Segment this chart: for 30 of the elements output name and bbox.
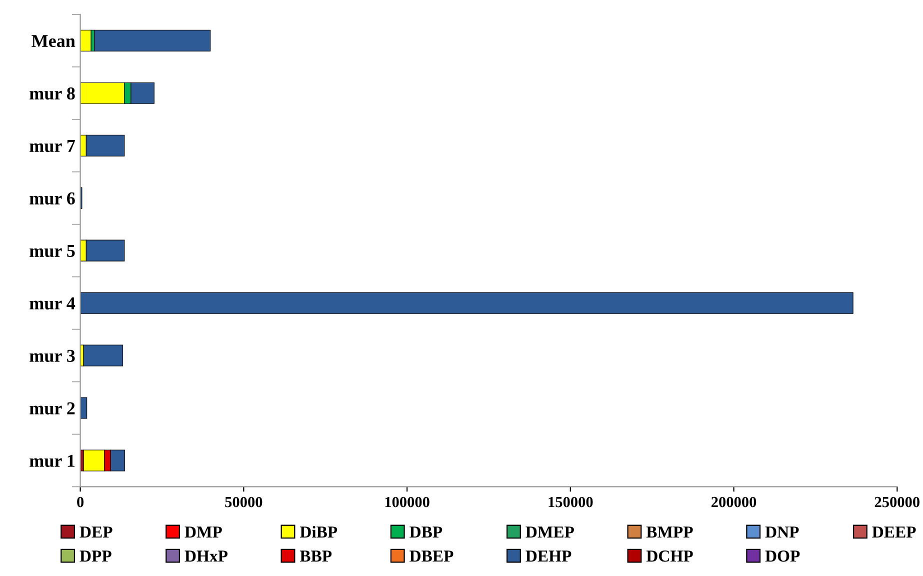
y-tick-label: mur 6 (30, 192, 75, 205)
legend-label: DHxP (184, 550, 228, 562)
x-tick-label: 100000 (385, 496, 430, 508)
y-tick-label: mur 7 (30, 140, 75, 152)
legend-label: DCHP (646, 550, 693, 562)
legend-label: DNP (765, 526, 799, 538)
legend-label: DiBP (300, 526, 338, 538)
legend-label: BMPP (646, 526, 693, 538)
y-tick-label: mur 2 (30, 402, 75, 414)
legend-label: DEP (80, 526, 112, 538)
y-tick-label: mur 8 (30, 87, 75, 100)
legend-label: DEHP (526, 550, 572, 562)
x-tick-label: 0 (77, 496, 84, 508)
legend-label: DPP (80, 550, 112, 562)
legend-label: BBP (300, 550, 332, 562)
legend-label: DMP (184, 526, 222, 538)
legend-label: DMEP (526, 526, 574, 538)
legend-label: DBP (410, 526, 442, 538)
legend-label: DEEP (872, 526, 916, 538)
y-tick-label: Mean (32, 35, 76, 48)
y-tick-label: mur 4 (30, 297, 76, 310)
y-tick-label: mur 5 (30, 245, 75, 258)
legend-label: DBEP (410, 550, 454, 562)
x-tick-label: 200000 (712, 496, 756, 508)
legend-label: DOP (765, 550, 800, 562)
x-tick-label: 150000 (548, 496, 593, 508)
y-tick-label: mur 3 (30, 350, 75, 362)
x-tick-label: 250000 (874, 496, 920, 508)
x-tick-label: 50000 (225, 496, 262, 508)
y-tick-label: mur 1 (30, 454, 75, 467)
